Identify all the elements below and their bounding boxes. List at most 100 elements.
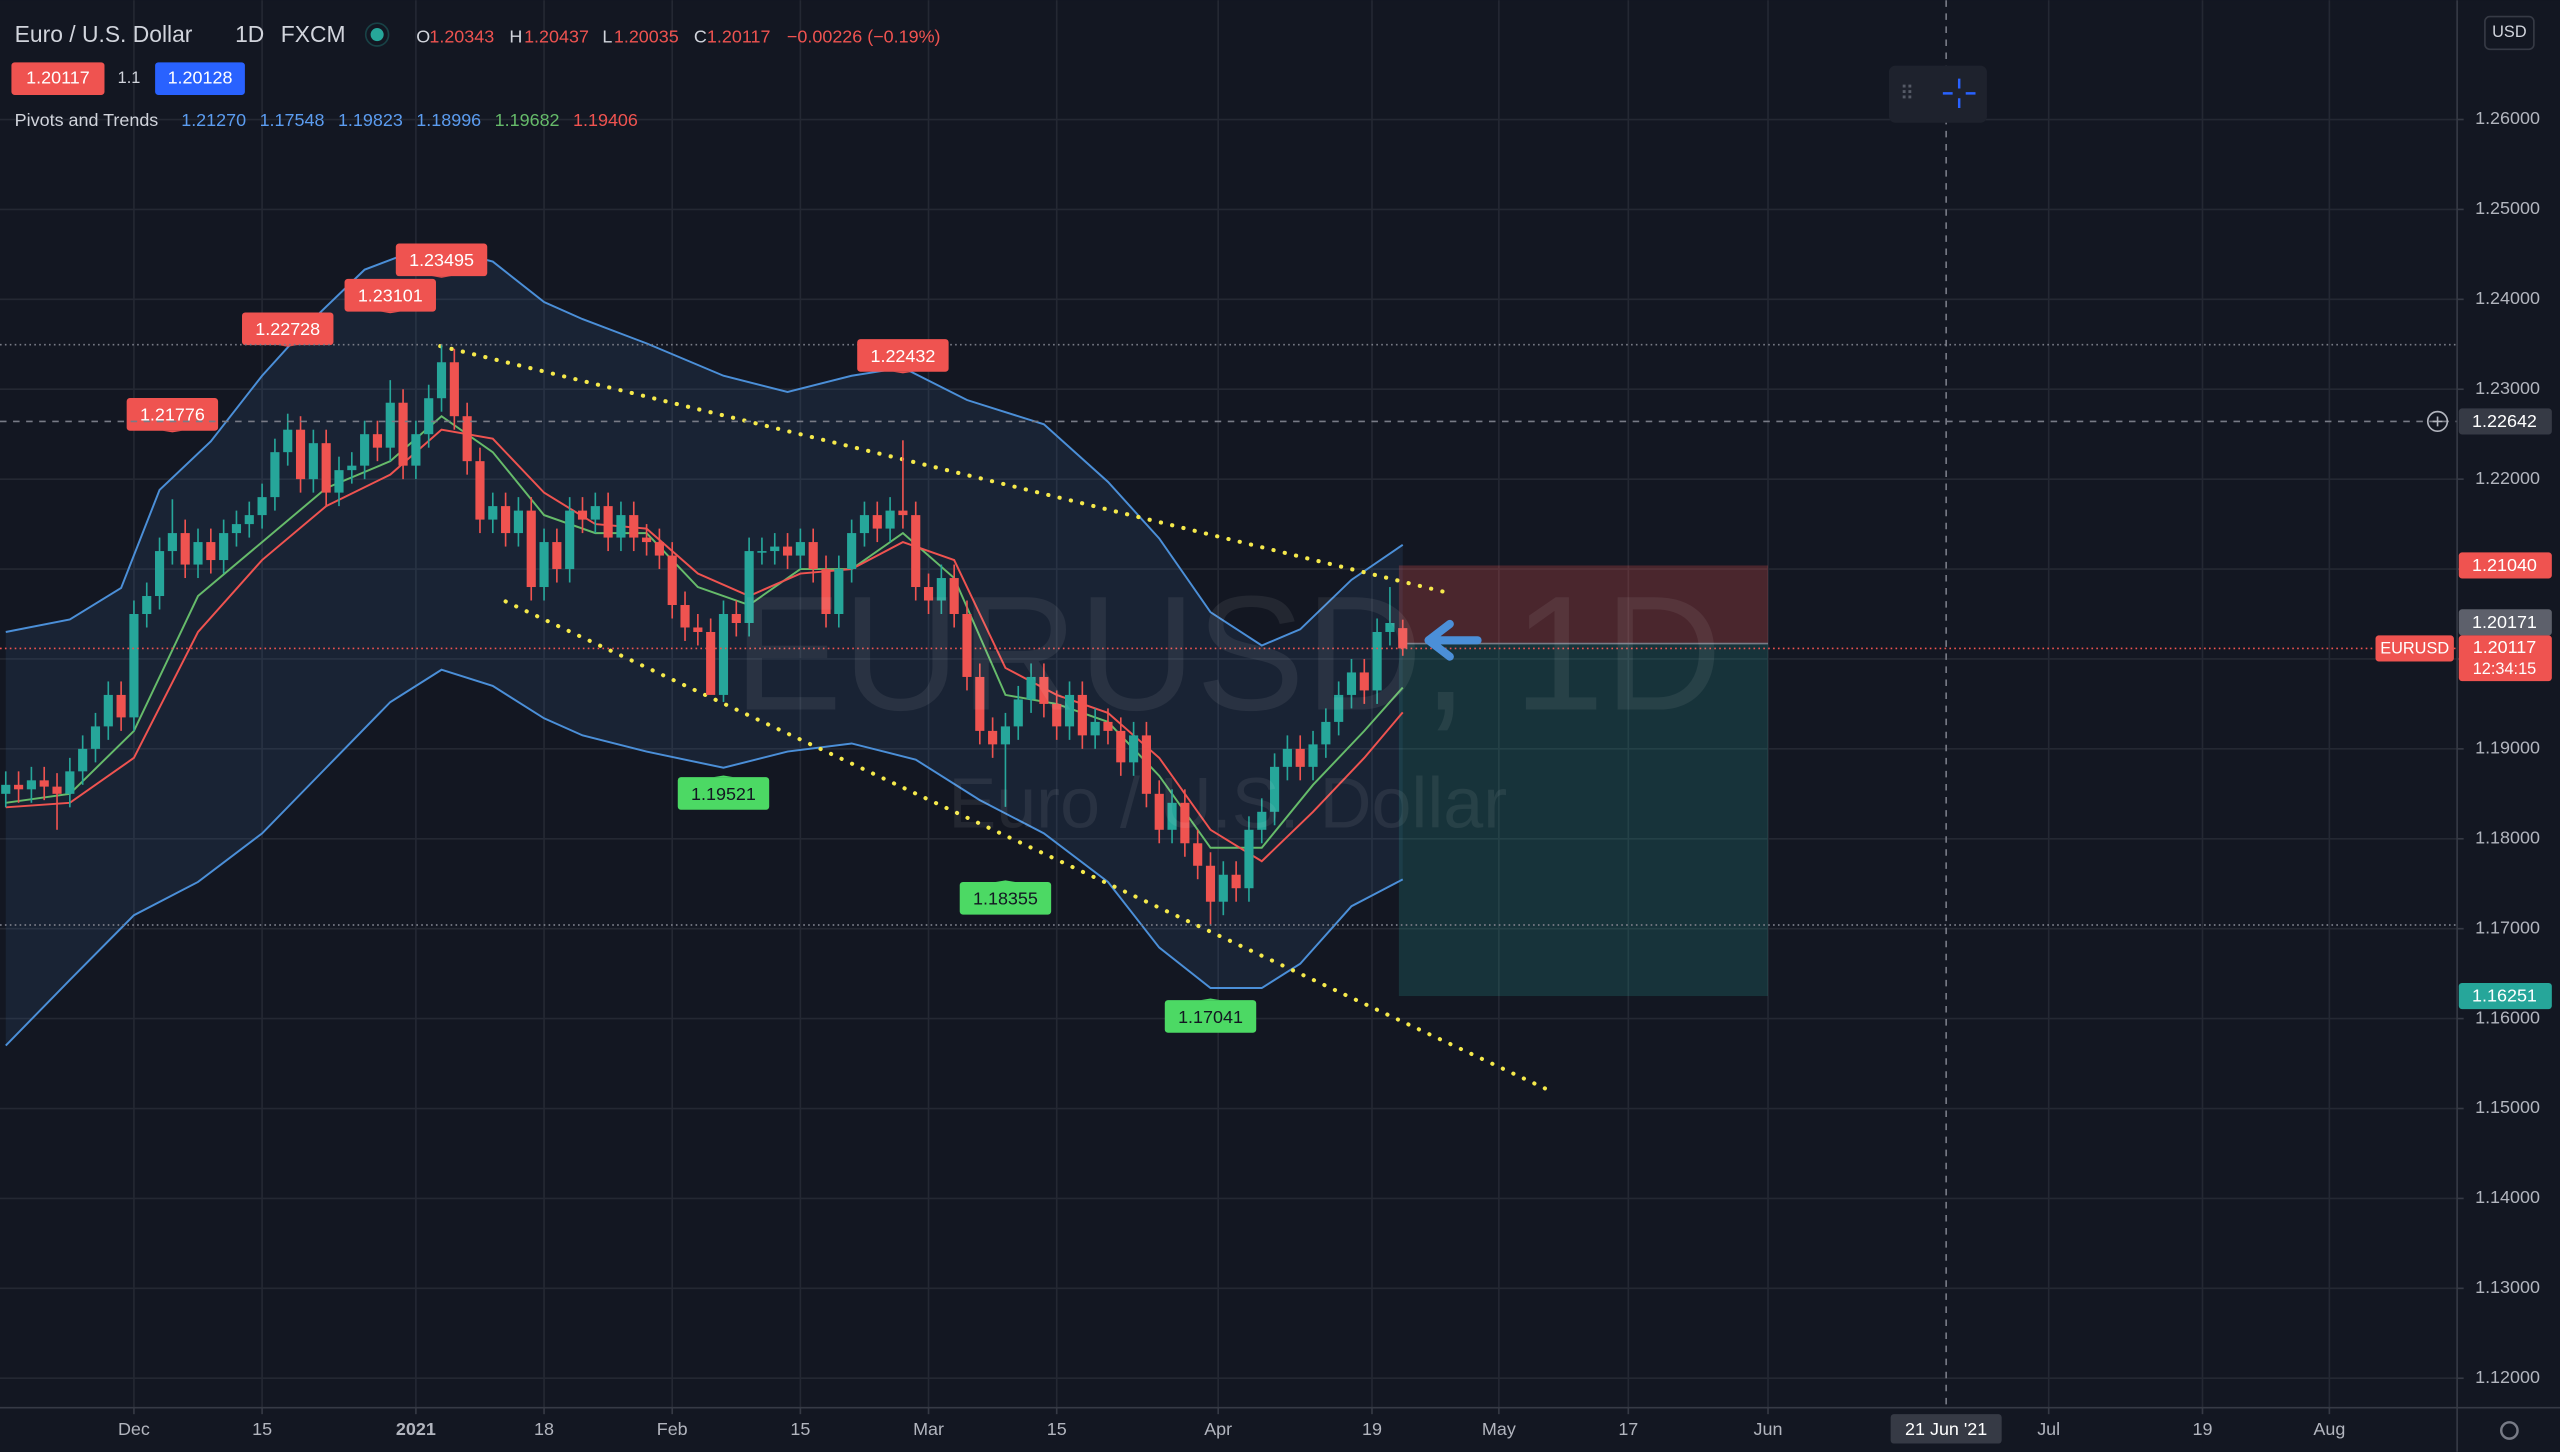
pivot-box: [1164, 1000, 1257, 1033]
source: FXCM: [281, 21, 346, 47]
indicator-name[interactable]: Pivots and Trends: [15, 110, 159, 130]
candle-body: [962, 614, 972, 677]
candle-body: [911, 515, 921, 588]
candle-body: [1154, 793, 1164, 830]
y-tick-label: 1.19000: [2475, 738, 2540, 758]
add-alert-icon[interactable]: [2426, 410, 2449, 433]
pivot-label: 1.19521: [691, 784, 756, 804]
pivot-label: 1.23495: [409, 250, 474, 270]
candle-body: [885, 510, 895, 529]
candle-body: [1077, 694, 1087, 736]
candle-body: [1129, 735, 1139, 763]
candle-body: [385, 402, 395, 448]
candle-body: [1052, 703, 1062, 727]
y-tick-label: 1.13000: [2475, 1277, 2540, 1297]
market-status: [370, 28, 384, 42]
x-tick-label: 19: [1362, 1419, 1382, 1439]
crosshair-tool[interactable]: [1942, 78, 1976, 109]
pivot-label: 1.18355: [973, 889, 1038, 909]
pivot-label: 1.23101: [358, 286, 423, 306]
watermark: EURUSD, 1D: [733, 562, 1722, 745]
drag-handle[interactable]: ⠿: [1900, 83, 1914, 105]
candle-body: [244, 515, 254, 525]
countdown: 12:34:15: [2473, 660, 2537, 678]
candle-body: [90, 726, 101, 749]
pivot-box: [344, 278, 436, 312]
candle-body: [565, 510, 575, 570]
target-price-badge: [2458, 982, 2552, 1010]
candle-body: [526, 510, 536, 588]
candle-body: [154, 551, 165, 597]
x-tick-label: 18: [534, 1419, 554, 1439]
candle-body: [1270, 766, 1280, 812]
candle-body: [988, 730, 998, 745]
settings-icon[interactable]: [2500, 1421, 2519, 1440]
sell-price[interactable]: 1.20117: [26, 67, 90, 87]
entry-price-label: 1.20171: [2472, 612, 2537, 632]
symbol-label: EURUSD: [2380, 640, 2449, 658]
y-tick-label: 1.24000: [2475, 288, 2540, 308]
candle-body: [295, 429, 306, 480]
x-tick-label: 15: [1047, 1419, 1067, 1439]
candle-body: [936, 578, 946, 601]
candle-body: [642, 537, 652, 543]
candle-body: [834, 569, 844, 615]
pivot-label: 1.17041: [1178, 1007, 1243, 1027]
sell-button[interactable]: [11, 62, 105, 95]
currency[interactable]: USD: [2492, 23, 2526, 41]
buy-button[interactable]: [155, 62, 245, 95]
y-tick-label: 1.23000: [2475, 378, 2540, 398]
candle-body: [219, 533, 229, 561]
spread: 1.1: [118, 69, 141, 87]
pivot-label: 1.22728: [255, 319, 320, 339]
candle-body: [475, 461, 485, 520]
candle-body: [744, 551, 754, 623]
candle-body: [859, 515, 870, 534]
candle-body: [1372, 631, 1382, 691]
ohlc-value: 1.20343: [429, 27, 494, 47]
candle-body: [603, 506, 613, 538]
entry-price-badge: [2458, 609, 2552, 636]
candle-body: [308, 443, 318, 480]
candle-body: [1180, 802, 1190, 844]
y-tick-label: 1.25000: [2475, 198, 2540, 218]
pivot-box: [395, 243, 488, 277]
symbol[interactable]: Euro / U.S. Dollar: [15, 21, 193, 47]
candle-body: [193, 542, 203, 565]
candle-body: [1308, 744, 1318, 767]
candle-body: [103, 694, 113, 727]
candle-body: [501, 506, 511, 534]
x-tick-label: 15: [252, 1419, 272, 1439]
candle-body: [731, 614, 741, 623]
candle-body: [1, 784, 11, 794]
candle-body: [488, 506, 498, 520]
toolbar: [1888, 65, 1987, 123]
x-tick-label: 19: [2193, 1419, 2213, 1439]
interval[interactable]: 1D: [235, 21, 264, 47]
candle-body: [1013, 699, 1023, 727]
pivot-box: [242, 312, 334, 346]
candle-body: [1244, 829, 1254, 889]
candle-body: [206, 542, 216, 561]
symbol-badge: [2375, 635, 2454, 662]
last-price-label: 1.20117: [2473, 637, 2537, 657]
buy-price[interactable]: 1.20128: [168, 67, 233, 87]
pivot-label: 1.22432: [870, 346, 935, 366]
candle-body: [795, 542, 805, 556]
currency-box[interactable]: [2484, 15, 2535, 51]
pivot-marker: [277, 345, 298, 347]
pivot-box: [126, 398, 219, 431]
ohlc-value: 1.20117: [707, 27, 771, 47]
candle-body: [539, 542, 549, 588]
candle-body: [1398, 628, 1408, 649]
candle-body: [1167, 802, 1177, 830]
candle-body: [616, 515, 626, 538]
candle-body: [552, 542, 562, 570]
candle-body: [424, 398, 434, 435]
x-tick-label: Aug: [2313, 1419, 2345, 1439]
pivot-marker: [995, 880, 1016, 882]
pivot-box: [959, 881, 1052, 915]
pivot-marker: [431, 276, 452, 278]
x-tick-label: Jul: [2037, 1419, 2060, 1439]
